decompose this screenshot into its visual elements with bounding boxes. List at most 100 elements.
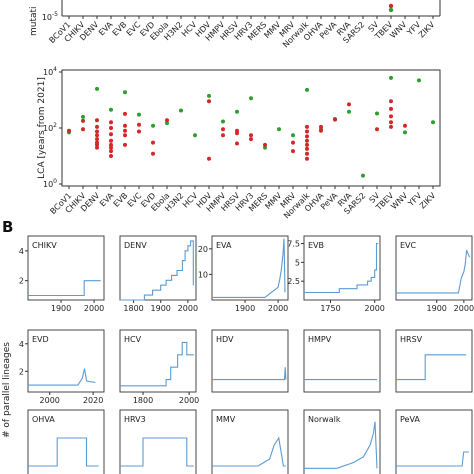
lca-point bbox=[165, 118, 169, 123]
lca-point bbox=[81, 114, 85, 119]
lca-point bbox=[235, 141, 239, 146]
panel-x-tick-label: 2000 bbox=[365, 304, 385, 313]
lca-point bbox=[305, 138, 309, 143]
panel-x-tick-label: 1900 bbox=[151, 304, 171, 313]
lca-point bbox=[403, 130, 407, 135]
parallel-y-axis-label: # of parallel lineages bbox=[2, 342, 12, 438]
panel-x-tick-label: 2000 bbox=[40, 396, 60, 405]
panel-frame bbox=[27, 409, 105, 474]
panel-x-tick-label: 2020 bbox=[83, 396, 103, 405]
lca-point bbox=[347, 102, 351, 107]
top-x-tick-label: ZIKV bbox=[417, 20, 437, 40]
panel-series-line bbox=[396, 354, 467, 381]
lca-point bbox=[193, 133, 197, 138]
lca-point bbox=[137, 122, 141, 127]
lca-point bbox=[305, 134, 309, 139]
lca-point bbox=[249, 96, 253, 101]
panel-frame bbox=[211, 409, 289, 474]
lca-point bbox=[249, 133, 253, 138]
panel-y-tick-label: 2 bbox=[19, 277, 24, 286]
lca-point bbox=[95, 129, 99, 134]
panel-hcv: HCV 1800 2000 bbox=[119, 329, 199, 405]
panel-title: OHVA bbox=[32, 415, 55, 424]
panel-frame bbox=[303, 235, 381, 301]
panel-hrsv: HRSV bbox=[395, 329, 473, 393]
panel-frame bbox=[27, 235, 105, 301]
panel-series-line bbox=[396, 249, 471, 294]
panel-evd: EVD 2000 2020 2 4 bbox=[19, 329, 105, 405]
lca-point bbox=[95, 118, 99, 123]
lca-y-axis-label: LCA [years from 2021] bbox=[37, 77, 47, 179]
panel-title: Norwalk bbox=[308, 415, 341, 424]
lca-point bbox=[221, 119, 225, 124]
lca-point bbox=[291, 149, 295, 154]
lca-point bbox=[403, 123, 407, 128]
lca-point bbox=[165, 121, 169, 126]
panel-mmv: MMV bbox=[211, 409, 289, 474]
panel-x-tick-label: 1900 bbox=[235, 304, 255, 313]
lca-point bbox=[375, 127, 379, 132]
lca-point bbox=[389, 75, 393, 80]
panel-x-tick-label: 1800 bbox=[123, 304, 143, 313]
lca-point bbox=[109, 120, 113, 125]
panel-title: PeVA bbox=[400, 415, 420, 424]
lca-point bbox=[305, 142, 309, 147]
panel-denv: DENV 1800 1900 2000 bbox=[119, 235, 198, 313]
panel-peva: PeVA bbox=[395, 409, 473, 474]
lca-point bbox=[109, 132, 113, 137]
panel-x-tick-label: 1900 bbox=[51, 304, 71, 313]
parallel-lineages-panels: # of parallel lineages CHIKV 1900 2000 2 4 DEN… bbox=[2, 235, 474, 474]
lca-point bbox=[249, 137, 253, 142]
lca-point bbox=[95, 133, 99, 138]
panel-hdv: HDV bbox=[211, 329, 289, 393]
lca-point bbox=[81, 127, 85, 132]
panel-series-line bbox=[212, 367, 287, 381]
top-y-axis-label: mutati bbox=[29, 6, 39, 36]
lca-point bbox=[109, 145, 113, 150]
lca-point bbox=[81, 118, 85, 123]
panel-frame bbox=[211, 329, 289, 393]
lca-y-tick-label: 102 bbox=[43, 122, 57, 133]
lca-point bbox=[305, 87, 309, 92]
panel-title: HRV3 bbox=[124, 415, 146, 424]
panel-chikv: CHIKV 1900 2000 2 4 bbox=[19, 235, 105, 313]
panel-series-line bbox=[28, 368, 96, 386]
lca-point bbox=[319, 124, 323, 129]
lca-point bbox=[151, 151, 155, 156]
panel-y-tick-label: 7.5 bbox=[287, 240, 300, 249]
lca-point bbox=[305, 146, 309, 151]
lca-x-tick-label: ZIKV bbox=[418, 191, 438, 211]
lca-plot-frame bbox=[61, 69, 441, 187]
lca-point bbox=[207, 93, 211, 98]
top-x-tick-label: EVB bbox=[111, 20, 129, 38]
lca-point bbox=[109, 138, 113, 143]
top-marker-green bbox=[388, 7, 394, 13]
lca-point bbox=[207, 156, 211, 161]
lca-point bbox=[123, 123, 127, 128]
panel-series-line bbox=[28, 280, 101, 297]
panel-title: EVA bbox=[216, 241, 232, 250]
panel-frame bbox=[119, 329, 197, 393]
panel-hmpv: HMPV bbox=[303, 329, 381, 393]
lca-point bbox=[263, 142, 267, 147]
panel-evc: EVC 1900 2000 bbox=[395, 235, 474, 313]
panel-series-line bbox=[212, 238, 286, 298]
lca-point bbox=[95, 124, 99, 129]
panel-series-line bbox=[396, 451, 469, 467]
lca-point bbox=[109, 154, 113, 158]
lca-point bbox=[109, 107, 113, 112]
lca-point bbox=[137, 129, 141, 134]
lca-point bbox=[179, 108, 183, 113]
panel-x-tick-label: 2000 bbox=[84, 304, 104, 313]
panel-y-tick-label: 20 bbox=[198, 245, 208, 254]
lca-point bbox=[431, 120, 435, 125]
lca-point bbox=[305, 156, 309, 161]
lca-point bbox=[319, 128, 323, 133]
lca-point bbox=[235, 109, 239, 114]
lca-point bbox=[67, 128, 71, 133]
lca-point bbox=[123, 128, 127, 133]
lca-point bbox=[277, 127, 281, 132]
panel-hrv3: HRV3 bbox=[119, 409, 197, 474]
top-y-tick-label: 10-5 bbox=[42, 11, 58, 22]
lca-point bbox=[95, 86, 99, 91]
